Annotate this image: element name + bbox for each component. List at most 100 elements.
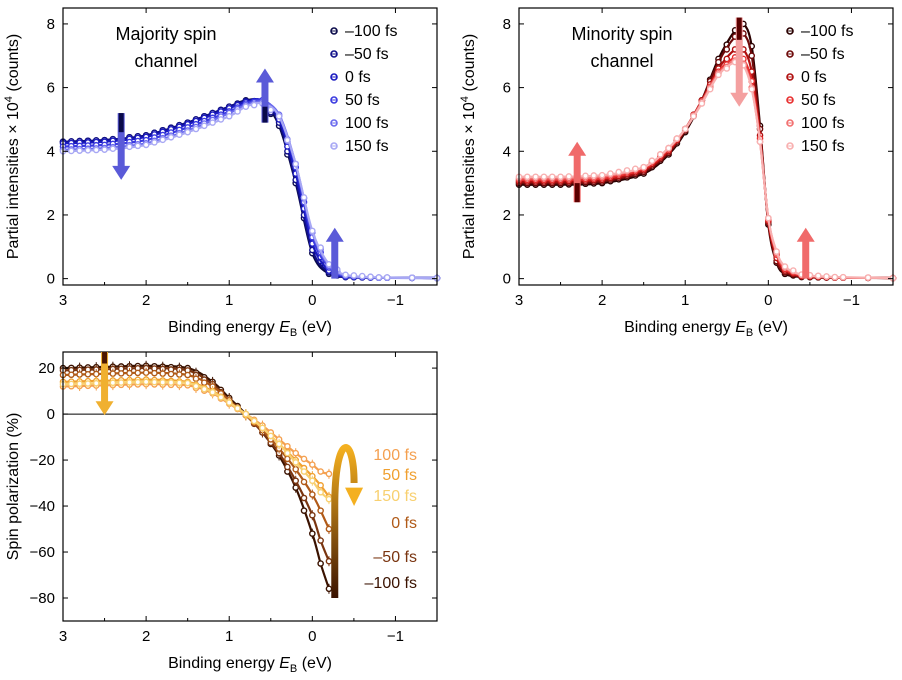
- data-point: [159, 370, 167, 377]
- data-point: [748, 52, 756, 60]
- data-point: [200, 379, 208, 386]
- data-point: [723, 65, 731, 72]
- data-point: [309, 530, 316, 537]
- y-tick-label: −80: [30, 590, 55, 607]
- data-point: [325, 261, 333, 268]
- data-point: [839, 273, 847, 281]
- data-point: [590, 172, 598, 179]
- data-point: [126, 143, 133, 151]
- polarization-panel: 3 2 1 0 −1 Binding energy EB (eV) 20 0 −20 −40 −60…: [5, 351, 438, 675]
- data-point: [698, 100, 706, 107]
- data-point: [101, 146, 108, 153]
- data-point: [234, 405, 241, 412]
- data-point: [565, 173, 573, 180]
- legend-label: –50 fs: [801, 46, 845, 63]
- data-point: [309, 227, 316, 235]
- curved-arrow-shaft: [331, 444, 358, 599]
- data-point: [167, 133, 175, 141]
- data-point: [200, 385, 208, 393]
- series-5: [59, 100, 441, 282]
- data-point: [300, 468, 308, 475]
- x-tick-label: −1: [387, 292, 404, 309]
- data-point: [292, 459, 300, 466]
- curve-label: 0 fs: [391, 515, 417, 532]
- data-point: [864, 274, 872, 281]
- x-tick-label: 1: [225, 628, 233, 645]
- y-tick-label: 4: [503, 143, 511, 160]
- legend-label: –100 fs: [345, 23, 397, 40]
- x-tick-label: 0: [308, 292, 316, 309]
- data-point: [317, 537, 324, 544]
- data-point: [309, 477, 316, 485]
- data-point: [773, 248, 780, 255]
- x-tick-label: 3: [59, 292, 67, 309]
- data-point: [548, 173, 556, 181]
- data-point: [524, 173, 531, 181]
- data-point: [167, 370, 175, 378]
- data-point: [317, 482, 324, 489]
- data-point: [184, 128, 191, 136]
- x-tick-label: 2: [142, 292, 150, 309]
- y-tick-label: 4: [47, 143, 55, 160]
- y-tick-label: 0: [503, 271, 511, 288]
- data-point: [92, 146, 100, 154]
- data-point: [192, 382, 200, 390]
- data-point: [284, 136, 291, 144]
- data-point: [134, 378, 142, 386]
- data-point: [76, 380, 83, 388]
- data-point: [267, 106, 275, 114]
- data-point: [681, 125, 689, 133]
- data-point: [814, 272, 822, 280]
- x-axis-label: Binding energy EB (eV): [624, 319, 788, 339]
- data-point: [765, 214, 772, 222]
- data-point: [151, 139, 158, 146]
- legend: –100 fs –50 fs 0 fs 50 fs 100 fs 150 fs: [330, 23, 397, 155]
- data-point: [92, 379, 100, 387]
- y-tick-label: 2: [503, 207, 511, 224]
- curve-label: 100 fs: [373, 447, 417, 464]
- x-axis-label: Binding energy EB (eV): [168, 319, 332, 339]
- legend-label: –100 fs: [801, 23, 853, 40]
- y-tick-label: 0: [47, 271, 55, 288]
- data-point: [275, 112, 283, 120]
- legend-label: 100 fs: [801, 115, 845, 132]
- data-point: [192, 125, 200, 133]
- data-point: [300, 478, 308, 486]
- data-point: [209, 388, 216, 396]
- x-tick-label: 3: [59, 628, 67, 645]
- data-point: [76, 147, 83, 154]
- data-point: [309, 491, 316, 498]
- data-point: [723, 46, 731, 53]
- data-point: [134, 142, 142, 150]
- x-tick-label: 0: [764, 292, 772, 309]
- data-point: [250, 101, 258, 109]
- minority-panel: 3 2 1 0 −1 Binding energy EB (eV) 0 2 4 6 8 Partial…: [459, 7, 897, 339]
- data-point: [159, 136, 167, 144]
- data-point: [284, 449, 291, 457]
- data-point: [781, 263, 789, 270]
- data-point: [607, 170, 614, 177]
- y-tick-label: 0: [47, 406, 55, 423]
- y-tick-label: −60: [30, 544, 55, 561]
- y-tick-label: 6: [47, 80, 55, 97]
- data-point: [126, 369, 133, 377]
- data-point: [300, 455, 308, 463]
- data-point: [325, 495, 333, 503]
- data-point: [309, 511, 316, 519]
- data-point: [350, 272, 358, 279]
- panel-annotation: channel: [134, 51, 197, 71]
- data-point: [632, 165, 639, 173]
- x-axis-label: Binding energy EB (eV): [168, 655, 332, 675]
- data-point: [408, 274, 416, 282]
- data-point: [640, 163, 647, 171]
- data-point: [259, 424, 266, 432]
- data-point: [84, 147, 92, 154]
- y-axis-label-group: Partial intensities × 104 (counts): [3, 34, 22, 259]
- data-point: [76, 371, 83, 378]
- arrow-up-head: [568, 141, 587, 156]
- data-point: [292, 160, 300, 168]
- y-axis-label: Spin polarization (%): [5, 413, 22, 561]
- data-point: [184, 371, 191, 379]
- data-point: [325, 585, 333, 593]
- trend-arrows: [95, 352, 364, 599]
